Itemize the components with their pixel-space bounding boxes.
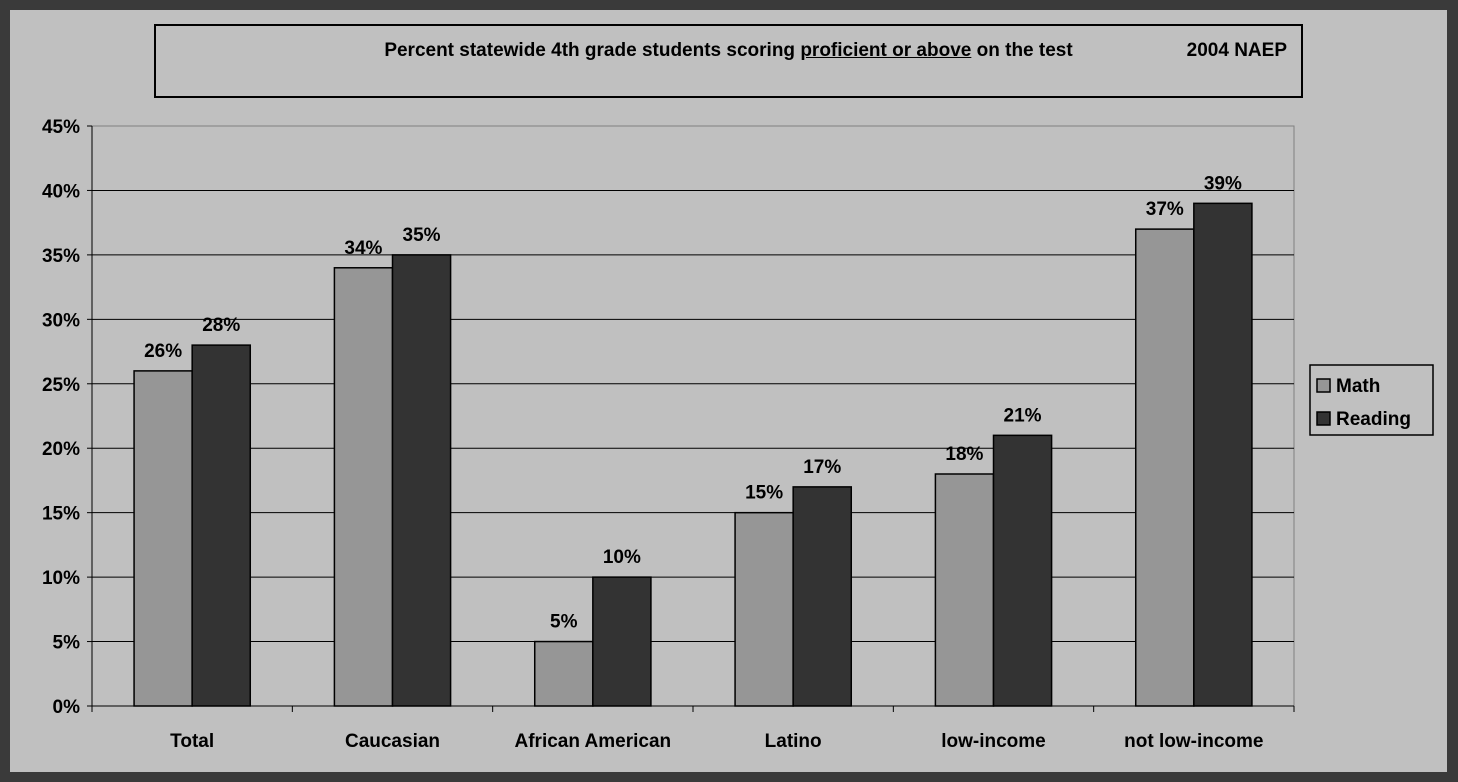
- legend-swatch-reading: [1316, 411, 1331, 426]
- y-tick-label: 20%: [42, 439, 80, 460]
- bar-math: [934, 473, 995, 707]
- y-tick-label: 15%: [42, 504, 80, 525]
- chart-title: Percent statewide 4th grade students sco…: [156, 38, 1301, 64]
- bar-math: [533, 640, 594, 707]
- bars: [133, 202, 1253, 707]
- title-underlined: proficient or above: [800, 40, 972, 61]
- plot-area: [91, 125, 1295, 707]
- legend: Math Reading: [1309, 364, 1434, 436]
- bar-math: [333, 267, 394, 707]
- bar-math: [734, 511, 794, 707]
- legend-label-math: Math: [1336, 376, 1380, 397]
- data-label: 39%: [1204, 173, 1242, 194]
- bar-reading: [592, 576, 652, 707]
- data-label: 34%: [344, 238, 382, 259]
- y-tick-label: 0%: [53, 697, 81, 718]
- bar-reading: [1193, 202, 1253, 707]
- data-label: 26%: [144, 341, 182, 362]
- bar-reading: [792, 486, 853, 707]
- gridlines: [92, 189, 1294, 643]
- y-tick-label: 5%: [53, 633, 81, 654]
- data-label: 28%: [202, 315, 240, 336]
- bar-math: [133, 370, 193, 707]
- title-suffix: on the test: [971, 40, 1073, 61]
- data-label: 35%: [403, 225, 441, 246]
- title-prefix: Percent statewide 4th grade students sco…: [384, 40, 801, 61]
- x-tick-label: African American: [515, 731, 672, 752]
- x-tick-label: Caucasian: [345, 731, 440, 752]
- chart-title-box: Percent statewide 4th grade students sco…: [154, 24, 1303, 98]
- data-label: 5%: [550, 612, 578, 633]
- y-tick-label: 25%: [42, 375, 80, 396]
- x-tick-label: not low-income: [1124, 731, 1263, 752]
- y-tick-label: 10%: [42, 568, 80, 589]
- x-axis: Total Caucasian African American Latino low-…: [91, 705, 1295, 752]
- chart-source-label: 2004 NAEP: [1186, 40, 1287, 61]
- data-labels: 26% 28% 34% 35% 5% 10% 15% 17% 18% 21% 37% 39%: [144, 173, 1242, 632]
- legend-swatch-math: [1316, 378, 1331, 393]
- y-tick-label: 30%: [42, 310, 80, 331]
- y-tick-label: 35%: [42, 246, 80, 267]
- bar-reading: [391, 254, 452, 707]
- data-label: 17%: [803, 457, 841, 478]
- data-label: 21%: [1004, 405, 1042, 426]
- data-label: 15%: [745, 483, 783, 504]
- bar-reading: [191, 344, 252, 707]
- y-axis: 0% 5% 10% 15% 20% 25% 30% 35% 40% 45%: [42, 117, 93, 718]
- x-tick-label: Latino: [765, 731, 822, 752]
- y-tick-label: 40%: [42, 181, 80, 202]
- data-label: 10%: [603, 547, 641, 568]
- data-label: 37%: [1146, 199, 1184, 220]
- bar-reading: [992, 434, 1053, 707]
- x-tick-label: Total: [170, 731, 214, 752]
- legend-label-reading: Reading: [1336, 409, 1411, 430]
- bar-math: [1134, 228, 1195, 707]
- data-label: 18%: [945, 444, 983, 465]
- y-tick-label: 45%: [42, 117, 80, 138]
- x-tick-label: low-income: [941, 731, 1046, 752]
